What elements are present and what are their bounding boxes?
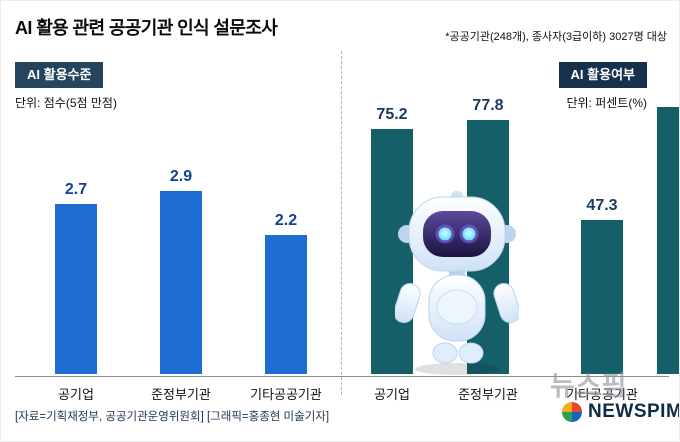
bar-group-right-3: 47.3: [581, 197, 623, 374]
bar-value-label: 77.8: [472, 97, 504, 114]
left-chart-unit: 단위: 점수(5점 만점): [15, 96, 117, 110]
chart-baseline: [15, 376, 669, 377]
category-label: 기타공공기관: [250, 387, 322, 402]
left-chart-badge: AI 활용수준: [15, 62, 104, 88]
bar-gita-right: [581, 220, 623, 374]
bar-gonggieop-left: [55, 204, 97, 374]
newspim-pinwheel-icon: [561, 401, 583, 423]
category-label: 공기업: [58, 387, 94, 402]
bar-value-label: 47.3: [586, 197, 618, 214]
category-label: 준정부기관: [458, 387, 518, 402]
bar-group-left-1: 2.7: [55, 181, 97, 374]
page-title: AI 활용 관련 공공기관 인식 설문조사: [15, 18, 278, 38]
ai-robot-icon: [393, 191, 521, 377]
bar-value-label: 75.2: [376, 106, 408, 123]
newspim-logo: NEWSPIM: [561, 401, 680, 423]
right-chart-unit: 단위: 퍼센트(%): [566, 96, 647, 110]
bar-gonggieop-right: [371, 129, 413, 374]
bar-junjeongbu-left: [160, 191, 202, 374]
source-credit: [자료=기획재정부, 공공기관운영위원회] [그래픽=홍종현 미술기자]: [15, 411, 330, 423]
bar-group-left-3: 2.2: [265, 212, 307, 374]
category-label: 기타공공기관: [566, 387, 638, 402]
bar-gita-left: [265, 235, 307, 374]
bar-value-label: 2.2: [274, 212, 298, 229]
category-label: 공기업: [374, 387, 410, 402]
bar-value-label: 2.7: [64, 181, 88, 198]
decorative-partial-bar: [657, 107, 679, 374]
category-label: 준정부기관: [151, 387, 211, 402]
newspim-watermark-korean: 뉴스핌: [550, 371, 628, 401]
bar-group-right-1: 75.2: [371, 106, 413, 374]
vertical-dashed-divider: [341, 51, 342, 395]
newspim-logo-text: NEWSPIM: [588, 401, 680, 422]
survey-scope-note: *공공기관(248개), 종사자(3급이하) 3027명 대상: [445, 31, 667, 43]
right-chart-badge: AI 활용여부: [558, 62, 647, 88]
bar-value-label: 2.9: [169, 168, 193, 185]
bar-group-left-2: 2.9: [160, 168, 202, 374]
